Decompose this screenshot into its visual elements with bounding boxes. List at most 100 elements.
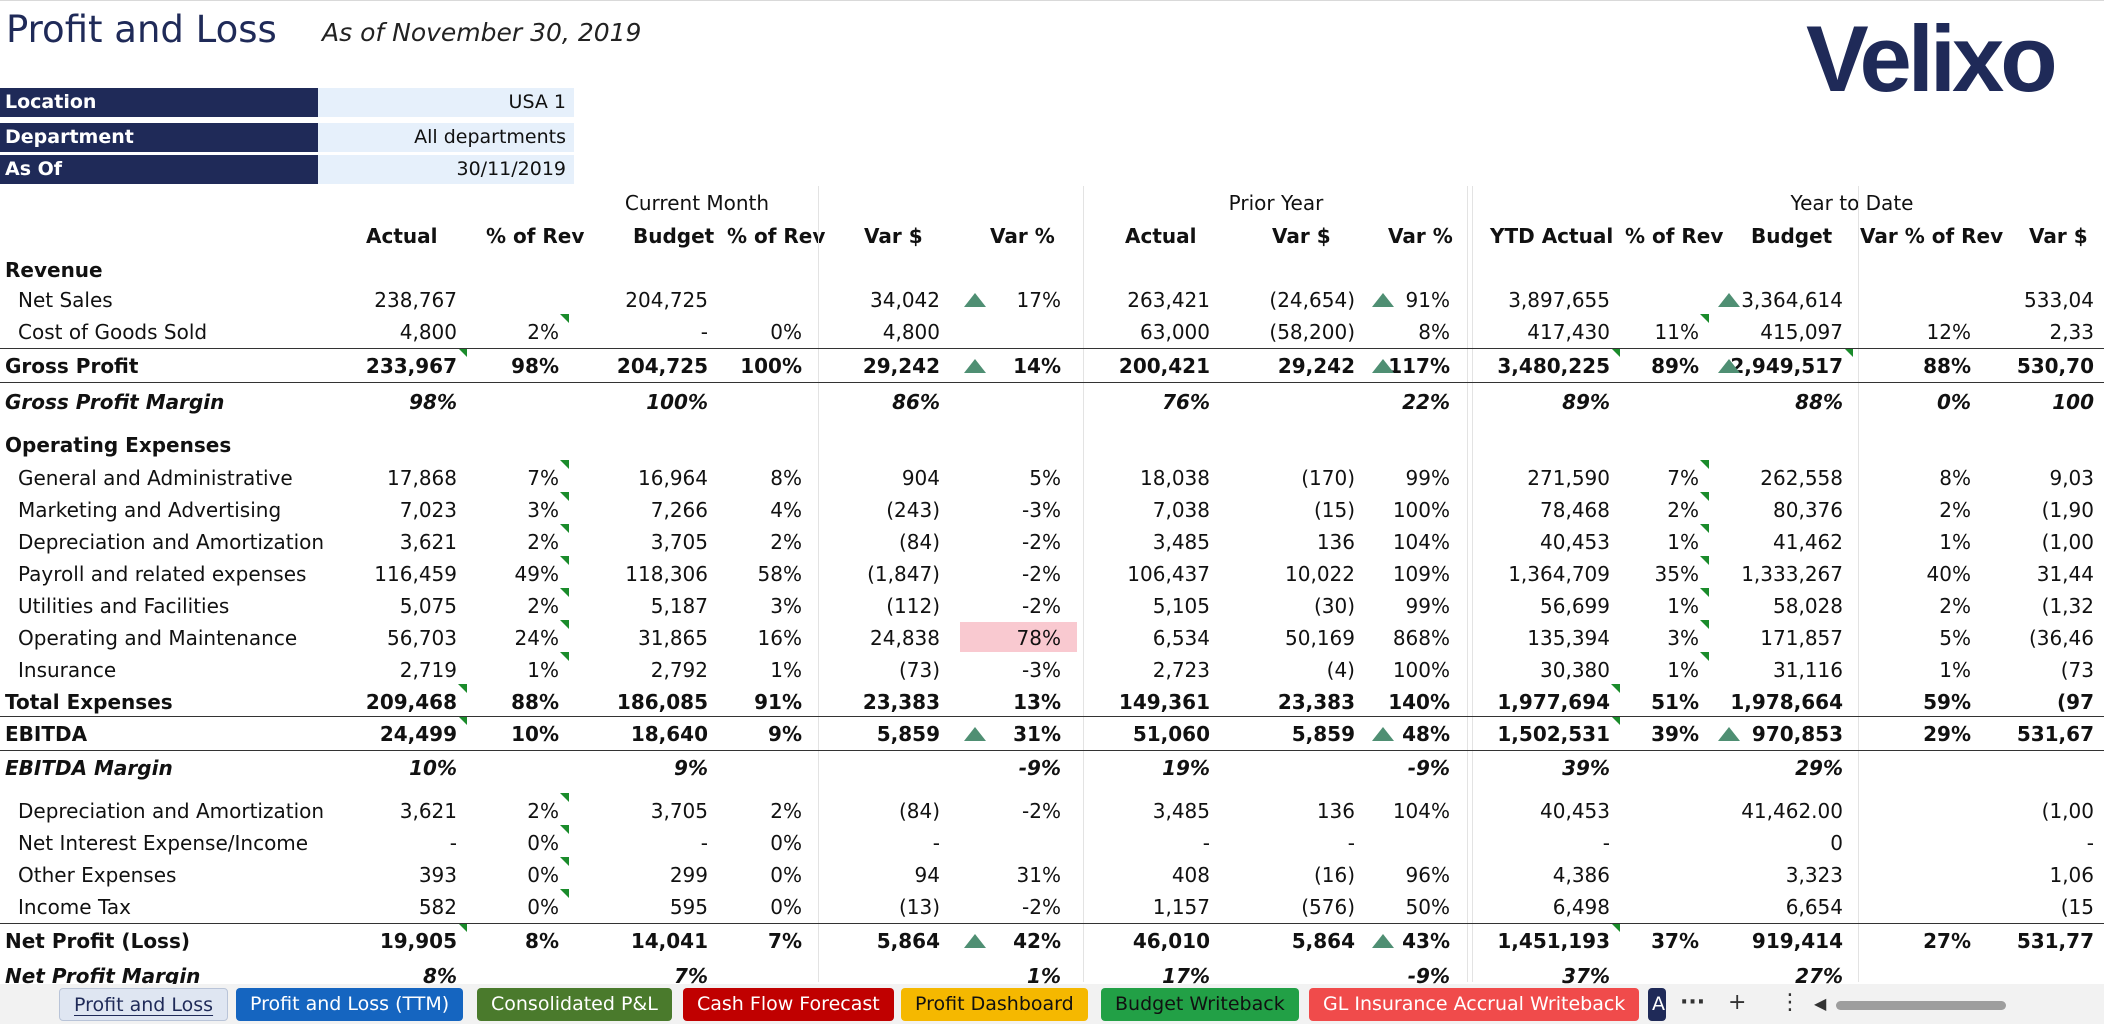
table-cell[interactable]: 91% bbox=[1405, 288, 1450, 312]
table-cell[interactable]: 100% bbox=[1392, 658, 1450, 682]
table-cell[interactable]: 9% bbox=[768, 722, 802, 746]
table-cell[interactable]: (73 bbox=[2060, 658, 2094, 682]
table-cell[interactable]: 51,060 bbox=[1132, 722, 1210, 746]
sheet-tab[interactable]: GL Insurance Accrual Writeback bbox=[1309, 988, 1640, 1021]
tab-scrollbar[interactable] bbox=[1836, 1001, 2006, 1010]
table-cell[interactable]: 2% bbox=[527, 594, 559, 618]
table-cell[interactable]: 0% bbox=[527, 831, 559, 855]
table-cell[interactable]: 5,105 bbox=[1152, 594, 1210, 618]
table-cell[interactable]: 531,67 bbox=[2016, 722, 2094, 746]
table-cell[interactable]: 5,187 bbox=[650, 594, 708, 618]
table-cell[interactable]: 2% bbox=[770, 530, 802, 554]
table-cell[interactable]: 533,04 bbox=[2024, 288, 2094, 312]
table-cell[interactable]: 50% bbox=[1405, 895, 1450, 919]
table-cell[interactable]: 76% bbox=[1162, 390, 1210, 414]
add-sheet-icon[interactable]: + bbox=[1728, 990, 1747, 1015]
table-cell[interactable]: 140% bbox=[1388, 690, 1450, 714]
table-cell[interactable]: 3,323 bbox=[1785, 863, 1843, 887]
table-cell[interactable]: 904 bbox=[901, 466, 940, 490]
table-cell[interactable]: 51% bbox=[1651, 690, 1699, 714]
more-tabs-icon[interactable]: ··· bbox=[1680, 990, 1706, 1015]
table-cell[interactable]: 5,075 bbox=[399, 594, 457, 618]
table-cell[interactable]: 531,77 bbox=[2016, 929, 2094, 953]
table-cell[interactable]: 8% bbox=[525, 929, 559, 953]
table-cell[interactable]: 37% bbox=[1651, 929, 1699, 953]
table-cell[interactable]: 5,859 bbox=[876, 722, 940, 746]
table-cell[interactable]: 4,800 bbox=[882, 320, 940, 344]
table-cell[interactable]: - bbox=[449, 831, 457, 855]
table-cell[interactable]: (58,200) bbox=[1269, 320, 1355, 344]
table-cell[interactable]: 530,70 bbox=[2016, 354, 2094, 378]
table-cell[interactable]: (73) bbox=[898, 658, 940, 682]
table-cell[interactable]: 204,725 bbox=[616, 354, 708, 378]
table-cell[interactable]: 186,085 bbox=[616, 690, 708, 714]
table-cell[interactable]: 39% bbox=[1651, 722, 1699, 746]
table-cell[interactable]: 0% bbox=[770, 320, 802, 344]
table-cell[interactable]: 5,864 bbox=[876, 929, 940, 953]
table-cell[interactable]: 14% bbox=[1013, 354, 1061, 378]
table-cell[interactable]: 4,386 bbox=[1552, 863, 1610, 887]
table-cell[interactable]: 17,868 bbox=[387, 466, 457, 490]
table-cell[interactable]: (112) bbox=[886, 594, 940, 618]
table-cell[interactable]: 49% bbox=[514, 562, 559, 586]
table-cell[interactable]: (24,654) bbox=[1269, 288, 1355, 312]
table-cell[interactable]: 34,042 bbox=[870, 288, 940, 312]
table-cell[interactable]: - bbox=[700, 320, 708, 344]
table-cell[interactable]: 3,364,614 bbox=[1741, 288, 1843, 312]
table-cell[interactable]: 263,421 bbox=[1127, 288, 1210, 312]
table-cell[interactable]: 11% bbox=[1654, 320, 1699, 344]
table-cell[interactable]: 106,437 bbox=[1127, 562, 1210, 586]
table-cell[interactable]: 22% bbox=[1402, 390, 1450, 414]
table-cell[interactable]: 18,038 bbox=[1140, 466, 1210, 490]
table-cell[interactable]: 100% bbox=[1392, 498, 1450, 522]
table-cell[interactable]: 3,485 bbox=[1152, 799, 1210, 823]
table-cell[interactable]: 31,44 bbox=[2036, 562, 2094, 586]
table-cell[interactable]: 1,333,267 bbox=[1741, 562, 1843, 586]
table-cell[interactable]: 8% bbox=[770, 466, 802, 490]
table-cell[interactable]: 2% bbox=[770, 799, 802, 823]
table-cell[interactable]: 41,462 bbox=[1773, 530, 1843, 554]
table-cell[interactable]: 88% bbox=[1795, 390, 1843, 414]
table-cell[interactable]: 1% bbox=[770, 658, 802, 682]
table-cell[interactable]: 3% bbox=[770, 594, 802, 618]
table-cell[interactable]: -2% bbox=[1022, 594, 1061, 618]
table-cell[interactable]: 58,028 bbox=[1773, 594, 1843, 618]
table-cell[interactable]: -3% bbox=[1022, 498, 1061, 522]
table-cell[interactable]: 262,558 bbox=[1760, 466, 1843, 490]
table-cell[interactable]: 2,33 bbox=[2049, 320, 2094, 344]
table-cell[interactable]: 595 bbox=[669, 895, 708, 919]
table-cell[interactable]: 59% bbox=[1923, 690, 1971, 714]
table-cell[interactable]: 868% bbox=[1392, 626, 1450, 650]
table-cell[interactable]: 149,361 bbox=[1118, 690, 1210, 714]
table-cell[interactable]: 3,480,225 bbox=[1497, 354, 1610, 378]
table-cell[interactable]: 91% bbox=[754, 690, 802, 714]
table-cell[interactable]: 2% bbox=[1939, 594, 1971, 618]
table-cell[interactable]: (4) bbox=[1326, 658, 1355, 682]
table-cell[interactable]: 24,499 bbox=[379, 722, 457, 746]
table-cell[interactable]: 10% bbox=[409, 756, 457, 780]
table-cell[interactable]: 17% bbox=[1016, 288, 1061, 312]
table-cell[interactable]: (1,90 bbox=[2041, 498, 2094, 522]
table-cell[interactable]: 24,838 bbox=[870, 626, 940, 650]
table-cell[interactable]: 116,459 bbox=[374, 562, 457, 586]
table-cell[interactable]: 88% bbox=[1923, 354, 1971, 378]
filter-value[interactable]: 30/11/2019 bbox=[318, 155, 574, 184]
table-cell[interactable]: (15) bbox=[1313, 498, 1355, 522]
table-cell[interactable]: -2% bbox=[1022, 895, 1061, 919]
table-cell[interactable]: 7,266 bbox=[650, 498, 708, 522]
table-cell[interactable]: 417,430 bbox=[1527, 320, 1610, 344]
table-cell[interactable]: 3,485 bbox=[1152, 530, 1210, 554]
table-cell[interactable]: 12% bbox=[1926, 320, 1971, 344]
table-cell[interactable]: 104% bbox=[1392, 799, 1450, 823]
table-cell[interactable]: 29% bbox=[1795, 756, 1843, 780]
table-cell[interactable]: 1% bbox=[1667, 658, 1699, 682]
table-cell[interactable]: 31% bbox=[1013, 722, 1061, 746]
table-cell[interactable]: 0% bbox=[770, 895, 802, 919]
table-cell[interactable]: 2% bbox=[527, 799, 559, 823]
table-cell[interactable]: 1% bbox=[1667, 594, 1699, 618]
table-cell[interactable]: 7,023 bbox=[399, 498, 457, 522]
table-cell[interactable]: - bbox=[1347, 831, 1355, 855]
table-cell[interactable]: 2% bbox=[1939, 498, 1971, 522]
table-cell[interactable]: 118,306 bbox=[625, 562, 708, 586]
table-cell[interactable]: 80,376 bbox=[1773, 498, 1843, 522]
